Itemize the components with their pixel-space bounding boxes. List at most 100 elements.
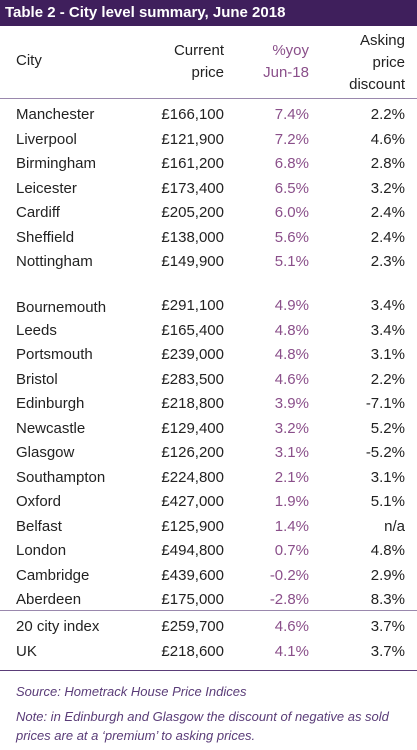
- header-yoy: %yoy Jun-18: [263, 42, 309, 81]
- cell-price: £427,000: [161, 493, 224, 510]
- cell-yoy: 4.8%: [274, 346, 309, 363]
- cell-discount: 2.2%: [370, 106, 405, 123]
- cell-price: £205,200: [161, 204, 224, 221]
- table-row: Newcastle £129,400 3.2% 5.2%: [0, 417, 417, 442]
- cell-price: £129,400: [161, 419, 224, 437]
- table-row: Glasgow £126,200 3.1% -5.2%: [0, 441, 417, 466]
- cell-price: £283,500: [161, 370, 224, 388]
- cell-discount: 5.2%: [370, 419, 405, 437]
- cell-discount: 3.7%: [370, 618, 405, 635]
- cell-yoy: 3.2%: [274, 419, 309, 437]
- cell-price: £138,000: [161, 228, 224, 246]
- cell-discount: -5.2%: [365, 444, 405, 461]
- cell-price: £165,400: [161, 321, 224, 339]
- cell-city: London: [16, 542, 67, 559]
- cell-price: £175,000: [161, 591, 224, 608]
- table-row: Leicester £173,400 6.5% 3.2%: [0, 177, 417, 202]
- table-row: Manchester £166,100 7.4% 2.2%: [0, 103, 417, 128]
- cell-price: £149,900: [161, 253, 224, 270]
- cell-city: Belfast: [16, 517, 62, 535]
- cell-yoy: 7.2%: [274, 130, 309, 148]
- cell-discount: 4.6%: [370, 130, 405, 148]
- cell-yoy: 4.9%: [274, 297, 309, 314]
- cell-discount: 2.9%: [370, 566, 405, 584]
- cell-discount: 3.4%: [370, 297, 405, 314]
- table-row: Birmingham £161,200 6.8% 2.8%: [0, 152, 417, 177]
- footer-divider: [0, 670, 417, 671]
- cell-price: £173,400: [161, 179, 224, 197]
- cell-city: Bournemouth: [16, 298, 107, 316]
- cell-discount: 2.3%: [370, 253, 405, 270]
- cell-city: Leeds: [16, 321, 57, 339]
- cell-discount: n/a: [384, 517, 405, 535]
- cell-discount: 5.1%: [370, 493, 405, 510]
- header-city: City: [16, 52, 42, 69]
- cell-discount: 3.2%: [370, 179, 405, 197]
- cell-price: £121,900: [161, 130, 224, 148]
- cell-discount: 2.2%: [370, 370, 405, 388]
- header-current-price: Current price: [173, 42, 224, 81]
- cell-price: £126,200: [161, 444, 224, 461]
- cell-yoy: 4.8%: [274, 321, 309, 339]
- table-row: Liverpool £121,900 7.2% 4.6%: [0, 128, 417, 153]
- cell-city: Bristol: [16, 370, 58, 388]
- table-row: Oxford £427,000 1.9% 5.1%: [0, 490, 417, 515]
- cell-yoy: -2.8%: [269, 591, 309, 608]
- cell-discount: 3.7%: [370, 642, 405, 660]
- cell-discount: 2.8%: [370, 155, 405, 172]
- cell-price: £224,800: [161, 468, 224, 486]
- cell-city: Liverpool: [16, 130, 77, 148]
- cell-price: £239,000: [161, 346, 224, 363]
- table-row: Leeds £165,400 4.8% 3.4%: [0, 319, 417, 344]
- cell-city: Nottingham: [16, 253, 93, 270]
- cell-city: Cardiff: [16, 204, 60, 221]
- cell-discount: 8.3%: [370, 591, 405, 608]
- table-row: Aberdeen £175,000 -2.8% 8.3%: [0, 588, 417, 613]
- table-row: UK £218,600 4.1% 3.7%: [0, 640, 417, 665]
- table-row: 20 city index £259,700 4.6% 3.7%: [0, 615, 417, 640]
- table-row: London £494,800 0.7% 4.8%: [0, 539, 417, 564]
- cell-city: UK: [16, 642, 37, 660]
- cell-city: Oxford: [16, 493, 62, 510]
- cell-city: Southampton: [16, 468, 106, 486]
- table-header: City Current price %yoy Jun-18 Asking pr…: [0, 26, 417, 99]
- table-title: Table 2 - City level summary, June 2018: [0, 0, 417, 26]
- cell-city: Leicester: [16, 179, 77, 197]
- cell-discount: 3.1%: [370, 346, 405, 363]
- table-totals: 20 city index £259,700 4.6% 3.7% UK £218,600 4…: [0, 615, 417, 664]
- table-row: Southampton £224,800 2.1% 3.1%: [0, 466, 417, 491]
- cell-city: Birmingham: [16, 155, 97, 172]
- cell-discount: 2.4%: [370, 228, 405, 246]
- cell-yoy: 6.8%: [274, 155, 309, 172]
- cell-yoy: 1.4%: [274, 517, 309, 535]
- cell-yoy: 6.5%: [274, 179, 309, 197]
- table-row: Sheffield £138,000 5.6% 2.4%: [0, 226, 417, 251]
- cell-price: £161,200: [161, 155, 224, 172]
- cell-yoy: 1.9%: [274, 493, 309, 510]
- cell-discount: 3.1%: [370, 468, 405, 486]
- cell-discount: 2.4%: [370, 204, 405, 221]
- cell-discount: 4.8%: [370, 542, 405, 559]
- cell-city: Portsmouth: [16, 346, 93, 363]
- cell-city: Cambridge: [16, 566, 90, 584]
- cell-price: £494,800: [161, 542, 224, 559]
- footnote: Note: in Edinburgh and Glasgow the disco…: [16, 709, 389, 743]
- cell-yoy: 6.0%: [274, 204, 309, 221]
- cell-yoy: 3.1%: [274, 444, 309, 461]
- cell-yoy: 2.1%: [274, 468, 309, 486]
- cell-yoy: 7.4%: [274, 106, 309, 123]
- cell-price: £291,100: [161, 297, 224, 314]
- table-row: Belfast £125,900 1.4% n/a: [0, 515, 417, 540]
- table-row: Portsmouth £239,000 4.8% 3.1%: [0, 343, 417, 368]
- cell-price: £218,600: [161, 642, 224, 660]
- source-note: Source: Hometrack House Price Indices: [16, 684, 247, 699]
- cell-yoy: 0.7%: [274, 542, 309, 559]
- cell-yoy: 5.6%: [274, 228, 309, 246]
- cell-city: Newcastle: [16, 419, 86, 437]
- cell-city: 20 city index: [16, 618, 100, 635]
- cell-price: £166,100: [161, 106, 224, 123]
- cell-price: £439,600: [161, 566, 224, 584]
- cell-city: Manchester: [16, 106, 95, 123]
- table-row: Bournemouth £291,100 4.9% 3.4%: [0, 275, 417, 319]
- table-row: Cardiff £205,200 6.0% 2.4%: [0, 201, 417, 226]
